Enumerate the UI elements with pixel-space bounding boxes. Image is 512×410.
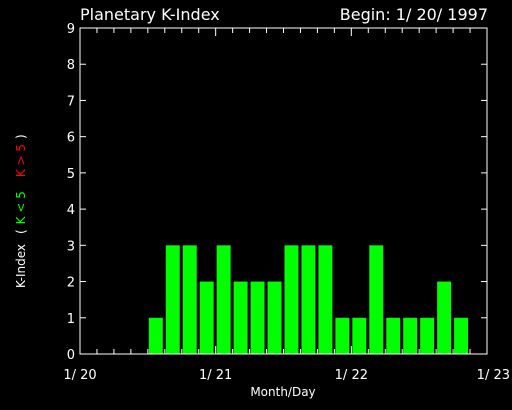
k-index-bar (233, 281, 248, 354)
x-tick-label: 1/ 21 (199, 368, 232, 383)
k-index-bar (165, 245, 180, 354)
y-tick-label: 4 (67, 203, 75, 218)
y-tick-label: 5 (67, 167, 75, 182)
y-axis-label-red: K > 5 (14, 144, 28, 177)
svg-text:K-Index(K < 5K > 5): K-Index ( K < 5 K > 5) (14, 134, 28, 288)
k-index-bar (420, 317, 435, 354)
y-tick-label: 1 (67, 312, 75, 327)
k-index-bar (454, 317, 469, 354)
k-index-bar (182, 245, 197, 354)
x-tick-label: 1/ 22 (335, 368, 368, 383)
k-index-bar (148, 317, 163, 354)
k-index-bar (352, 317, 367, 354)
k-index-bar (284, 245, 299, 354)
k-index-bar (403, 317, 418, 354)
k-index-bar (335, 317, 350, 354)
k-index-bar (386, 317, 401, 354)
k-index-bar (216, 245, 231, 354)
bars-group (148, 245, 469, 354)
y-tick-label: 8 (67, 58, 75, 73)
k-index-bar (369, 245, 384, 354)
y-tick-label: 3 (67, 239, 75, 254)
k-index-bar (199, 281, 214, 354)
k-index-bar (250, 281, 265, 354)
x-axis-label: Month/Day (250, 385, 315, 399)
y-tick-label: 9 (67, 22, 75, 37)
y-axis-label-green: K < 5 (14, 191, 28, 224)
x-ticks-group: 1/ 20 1/ 21 1/ 22 1/ 23 (63, 28, 510, 383)
begin-date-label: Begin: 1/ 20/ 1997 (340, 5, 488, 24)
y-tick-label: 7 (67, 94, 75, 109)
y-tick-label: 0 (67, 348, 75, 363)
k-index-bar (267, 281, 282, 354)
k-index-bar (301, 245, 316, 354)
k-index-bar (318, 245, 333, 354)
x-tick-label: 1/ 23 (477, 368, 510, 383)
k-index-bar (437, 281, 452, 354)
y-axis-label-close: ) (14, 134, 28, 139)
y-tick-label: 2 (67, 276, 75, 291)
y-tick-label: 6 (67, 131, 75, 146)
x-tick-label: 1/ 20 (63, 368, 96, 383)
chart-title: Planetary K-Index (80, 5, 220, 24)
y-axis-label-prefix: K-Index (14, 244, 28, 288)
y-ticks-group: 0 1 2 3 4 5 6 7 8 9 (67, 22, 487, 363)
y-axis-label-open: ( (14, 229, 28, 234)
y-axis-label: K-Index ( K < 5 K > 5) (14, 134, 28, 288)
